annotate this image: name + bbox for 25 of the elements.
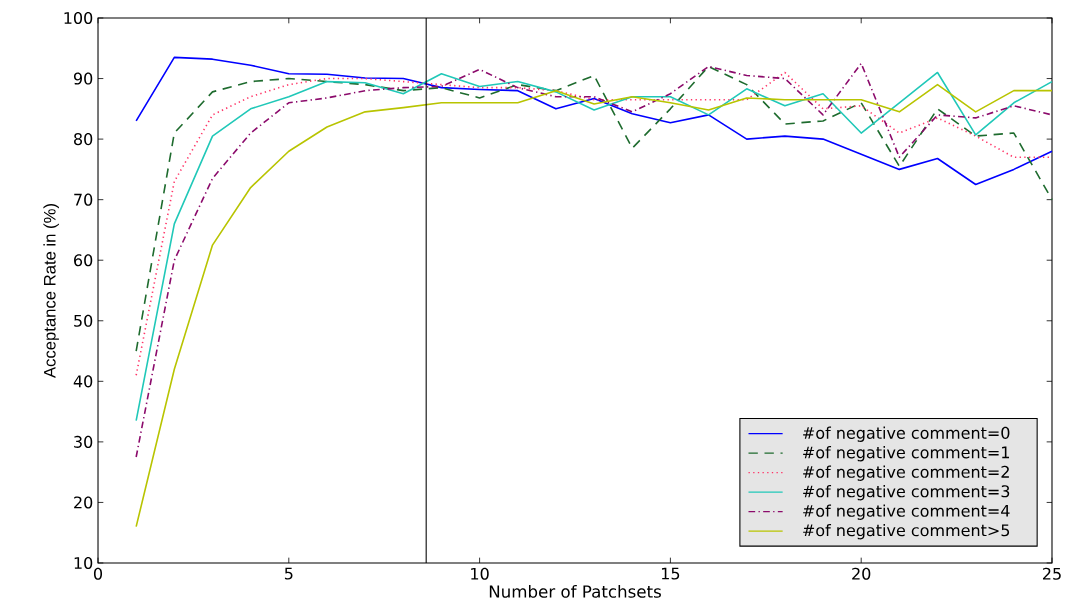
y-tick-label: 70 — [74, 193, 93, 206]
legend-label: #of negative comment=3 — [803, 484, 1010, 501]
x-tick-label: 15 — [661, 567, 680, 580]
x-tick-label: 25 — [1042, 567, 1061, 580]
y-tick-label: 100 — [64, 11, 93, 25]
y-tick-label: 50 — [74, 314, 93, 327]
legend-label: #of negative comment=0 — [803, 426, 1010, 442]
x-tick-label: 10 — [471, 567, 489, 580]
legend-label: #of negative comment=4 — [803, 504, 1010, 520]
y-tick-label: 10 — [74, 556, 93, 570]
legend-label: #of negative comment=2 — [803, 465, 1009, 481]
y-tick-label: 80 — [74, 133, 93, 146]
x-tick-label: 5 — [284, 567, 293, 580]
y-tick-label: 40 — [73, 375, 93, 388]
y-axis-title: Acceptance Rate in (%) — [43, 204, 59, 378]
x-tick-label: 20 — [852, 567, 871, 580]
x-tick-label: 0 — [93, 567, 103, 580]
line-series — [135, 56, 1053, 186]
legend-label: #of negative comment>5 — [803, 523, 1010, 540]
y-tick-label: 60 — [74, 254, 93, 267]
y-tick-label: 30 — [74, 435, 93, 448]
y-tick-label: 90 — [73, 72, 93, 85]
x-axis-title: Number of Patchsets — [489, 584, 661, 598]
y-tick-label: 20 — [74, 496, 93, 509]
legend-label: #of negative comment=1 — [803, 446, 1009, 462]
